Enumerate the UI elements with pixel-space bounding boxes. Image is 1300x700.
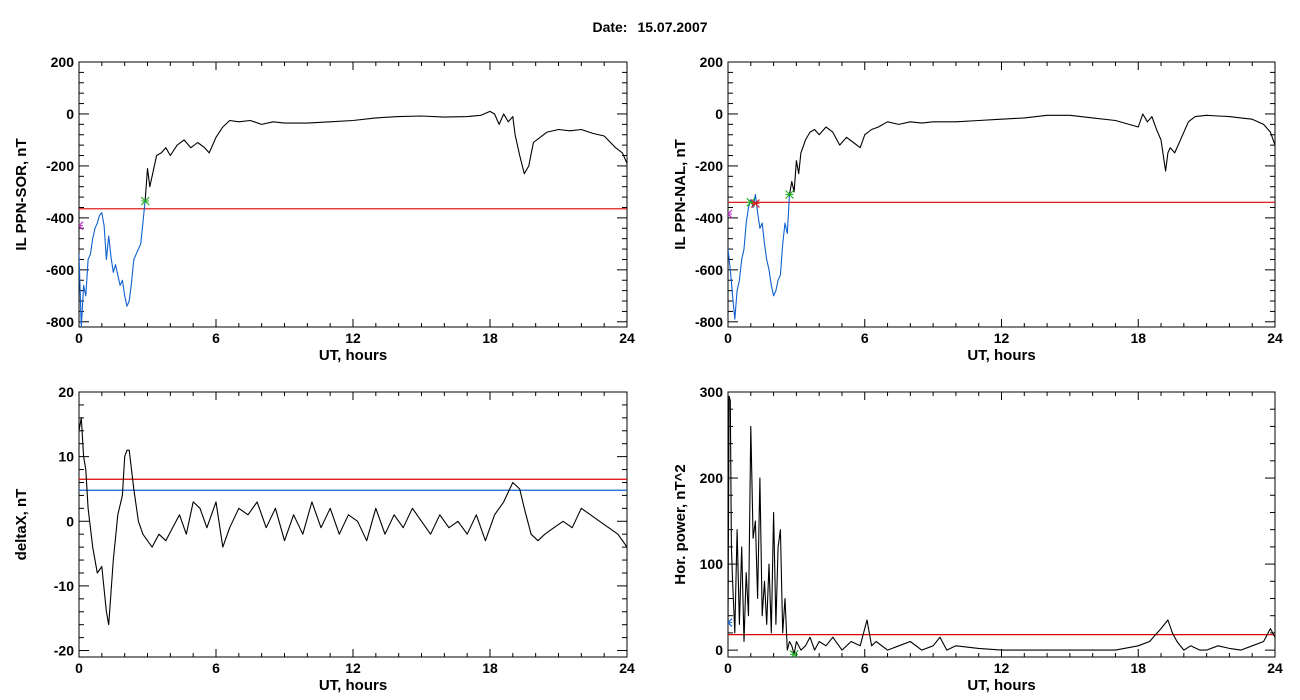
series-line-1 bbox=[79, 199, 146, 327]
chart-panel-deltax: 0 6 12 18 24 20 10 0 -10 -20 UT, hours deltaX, nT bbox=[13, 384, 635, 694]
y-tick-label: 0 bbox=[66, 106, 74, 122]
y-tick-label: -200 bbox=[46, 158, 74, 174]
date-value: 15.07.2007 bbox=[637, 19, 708, 35]
series-line-0 bbox=[79, 417, 627, 626]
y-axis-label: IL PPN-SOR, nT bbox=[13, 138, 30, 250]
y-axis-label: deltaX, nT bbox=[13, 489, 30, 561]
chart-panel-sor: 0 6 12 18 24 200 0 -200 -400 -600 -800 UT, hours IL … bbox=[13, 54, 635, 364]
x-axis-label: UT, hours bbox=[967, 677, 1035, 694]
x-tick-label: 18 bbox=[482, 330, 498, 346]
x-tick-label: 0 bbox=[724, 330, 732, 346]
plot-area bbox=[728, 113, 1275, 320]
y-tick-label: 0 bbox=[66, 513, 74, 529]
x-tick-label: 6 bbox=[212, 330, 220, 346]
series-line-0 bbox=[728, 395, 1275, 655]
y-tick-label: 10 bbox=[58, 449, 74, 465]
x-axis-label: UT, hours bbox=[319, 677, 387, 694]
x-tick-label: 0 bbox=[75, 660, 83, 676]
y-tick-label: -800 bbox=[695, 314, 723, 330]
x-tick-label: 18 bbox=[1130, 330, 1146, 346]
x-tick-label: 18 bbox=[1130, 660, 1146, 676]
chart-panel-power: 0 6 12 18 24 300 200 100 0 UT, hours Hor. power, n… bbox=[672, 384, 1283, 694]
y-tick-label: -400 bbox=[46, 210, 74, 226]
cross-marker bbox=[140, 196, 150, 206]
x-tick-label: 24 bbox=[1267, 660, 1283, 676]
x-tick-label: 6 bbox=[861, 660, 869, 676]
cross-marker bbox=[728, 618, 733, 628]
y-tick-label: 20 bbox=[58, 384, 74, 400]
y-axis-label: IL PPN-NAL, nT bbox=[672, 139, 689, 250]
cross-marker bbox=[79, 221, 84, 231]
y-tick-label: -800 bbox=[46, 314, 74, 330]
plot-frame bbox=[727, 391, 1276, 658]
y-tick-label: 0 bbox=[715, 642, 723, 658]
page-title: Date: 15.07.2007 bbox=[0, 19, 1300, 35]
y-tick-label: 200 bbox=[700, 54, 724, 70]
x-tick-label: 6 bbox=[861, 330, 869, 346]
plot-area bbox=[79, 110, 627, 327]
date-label: Date: bbox=[592, 19, 628, 35]
y-tick-label: -400 bbox=[695, 210, 723, 226]
y-tick-label: 0 bbox=[715, 106, 723, 122]
x-tick-label: 18 bbox=[482, 660, 498, 676]
cross-marker bbox=[750, 199, 760, 209]
y-tick-label: 200 bbox=[51, 54, 75, 70]
y-tick-label: 200 bbox=[700, 470, 724, 486]
y-tick-label: -10 bbox=[54, 578, 74, 594]
y-tick-label: -600 bbox=[695, 262, 723, 278]
series-line-0 bbox=[788, 113, 1275, 195]
x-axis-label: UT, hours bbox=[967, 347, 1035, 364]
series-line-0 bbox=[144, 110, 627, 200]
chart-panel-nal: 0 6 12 18 24 200 0 -200 -400 -600 -800 UT, hours IL … bbox=[672, 54, 1283, 364]
y-tick-label: -600 bbox=[46, 262, 74, 278]
x-axis-label: UT, hours bbox=[319, 347, 387, 364]
y-tick-label: 100 bbox=[700, 556, 724, 572]
series-line-1 bbox=[728, 193, 791, 320]
x-tick-label: 12 bbox=[345, 330, 361, 346]
plot-frame bbox=[78, 61, 628, 328]
x-tick-label: 6 bbox=[212, 660, 220, 676]
plot-area bbox=[79, 417, 627, 626]
x-tick-label: 12 bbox=[994, 330, 1010, 346]
cross-marker bbox=[728, 209, 733, 219]
plot-frame bbox=[78, 391, 628, 658]
x-tick-label: 12 bbox=[994, 660, 1010, 676]
cross-marker bbox=[789, 649, 799, 657]
x-tick-label: 12 bbox=[345, 660, 361, 676]
x-tick-label: 24 bbox=[1267, 330, 1283, 346]
x-tick-label: 24 bbox=[619, 330, 635, 346]
x-tick-label: 0 bbox=[75, 330, 83, 346]
y-tick-label: 300 bbox=[700, 384, 724, 400]
cross-marker bbox=[785, 190, 794, 199]
x-tick-label: 24 bbox=[619, 660, 635, 676]
plot-frame bbox=[727, 61, 1276, 328]
y-axis-label: Hor. power, nT^2 bbox=[672, 464, 689, 584]
y-tick-label: -200 bbox=[695, 158, 723, 174]
y-tick-label: -20 bbox=[54, 643, 74, 659]
plot-area bbox=[728, 395, 1275, 657]
x-tick-label: 0 bbox=[724, 660, 732, 676]
